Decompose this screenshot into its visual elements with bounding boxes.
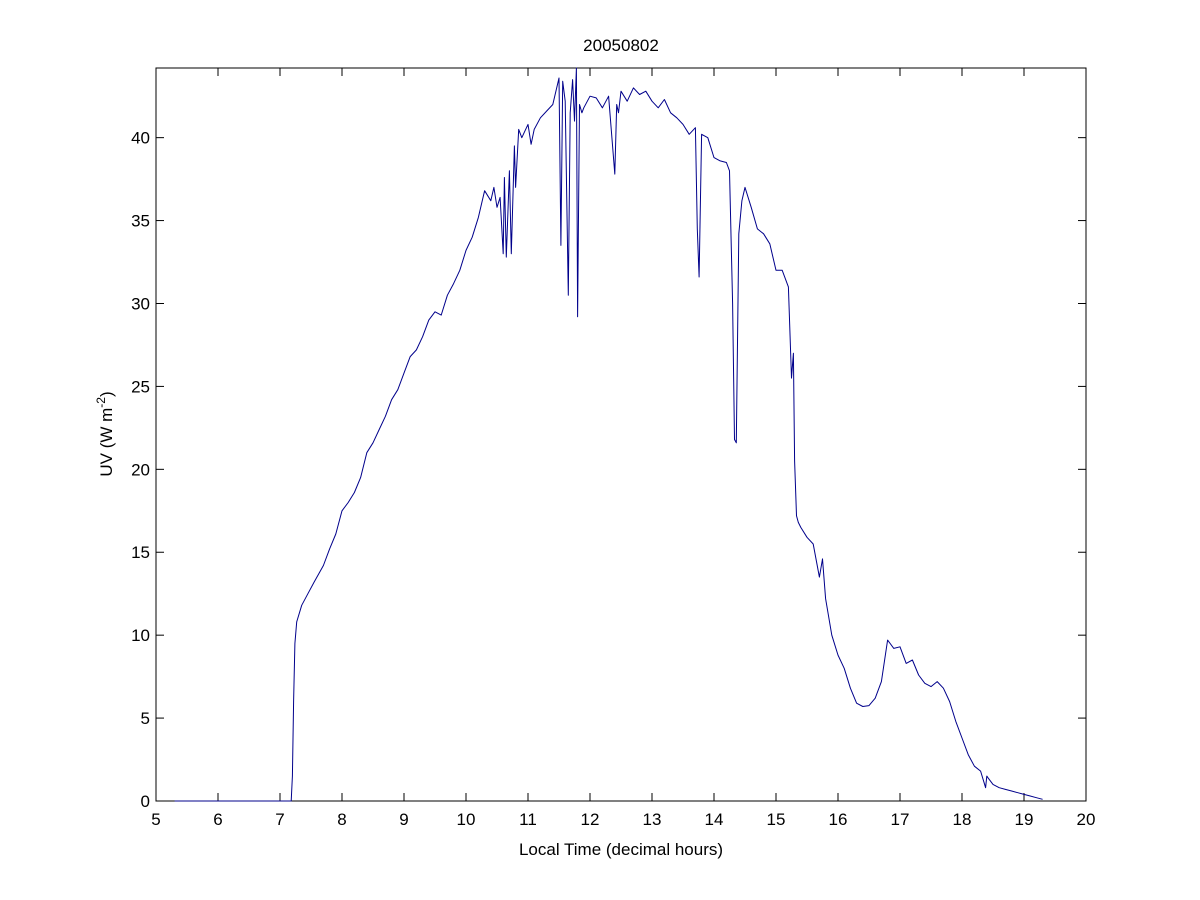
y-axis-label-superscript: -2 [94,397,108,408]
x-tick-label: 12 [581,810,600,829]
y-tick-label: 20 [131,460,150,479]
x-tick-label: 13 [643,810,662,829]
axis-tick-labels: 5 6 7 8 9 10 11 12 13 14 15 16 17 18 19 200510152025303… [131,129,1095,829]
y-tick-label: 5 [141,709,150,728]
x-tick-label: 9 [399,810,408,829]
x-tick-label: 8 [337,810,346,829]
x-tick-label: 18 [953,810,972,829]
y-tick-label: 30 [131,294,150,313]
y-tick-label: 0 [141,792,150,811]
y-tick-label: 40 [131,129,150,148]
x-tick-label: 14 [705,810,724,829]
x-tick-label: 16 [829,810,848,829]
x-axis-label: Local Time (decimal hours) [519,840,723,859]
x-tick-label: 17 [891,810,910,829]
uv-series-line [174,67,1043,802]
x-tick-label: 11 [519,810,537,829]
x-tick-label: 10 [457,810,476,829]
y-tick-label: 35 [131,212,150,231]
y-axis-label: UV (W m-2) [94,391,116,476]
axis-ticks [155,68,1087,802]
y-tick-label: 25 [131,377,150,396]
y-axis-label-close: ) [97,391,116,397]
x-tick-label: 5 [151,810,160,829]
y-tick-label: 15 [131,543,150,562]
x-tick-label: 6 [213,810,222,829]
x-tick-label: 7 [275,810,284,829]
y-axis-label-main: UV (W m [97,408,116,477]
x-tick-label: 20 [1077,810,1096,829]
chart-title: 20050802 [583,36,659,55]
y-tick-label: 10 [131,626,150,645]
x-tick-label: 19 [1015,810,1034,829]
plot-area [155,67,1087,802]
x-tick-label: 15 [767,810,786,829]
